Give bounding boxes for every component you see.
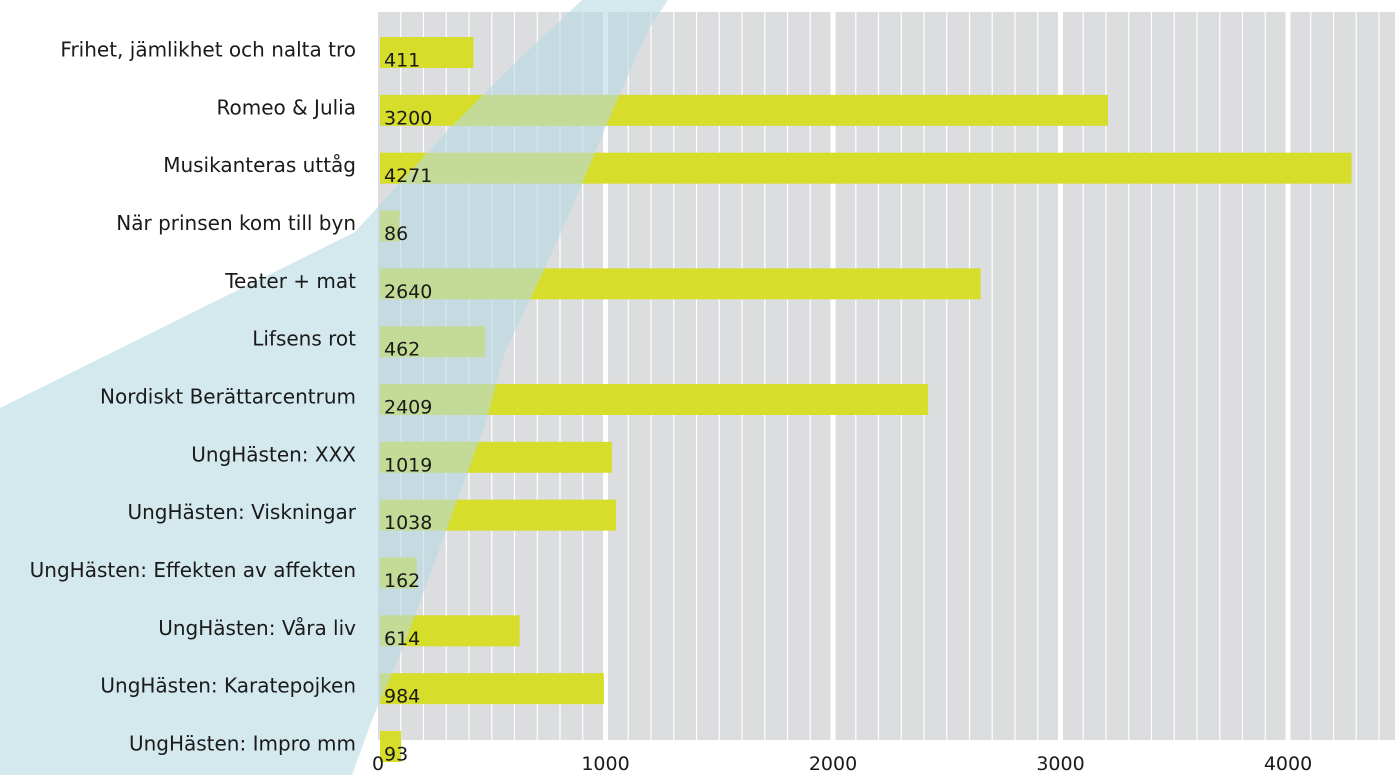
- category-label: Romeo & Julia: [216, 95, 356, 119]
- value-label: 411: [384, 50, 420, 72]
- x-tick-label: 4000: [1264, 753, 1312, 775]
- value-label: 1019: [384, 454, 432, 476]
- x-tick-label: 3000: [1036, 753, 1084, 775]
- value-label: 4271: [384, 165, 432, 187]
- category-label: Nordiskt Berättarcentrum: [100, 384, 356, 408]
- category-label: Frihet, jämlikhet och nalta tro: [60, 38, 356, 62]
- category-label: UngHästen: Viskningar: [127, 500, 356, 524]
- category-label: UngHästen: Impro mm: [129, 731, 356, 755]
- value-label: 86: [384, 223, 408, 245]
- value-label: 984: [384, 686, 420, 708]
- category-label: UngHästen: Våra liv: [158, 616, 356, 640]
- category-label: UngHästen: XXX: [191, 442, 356, 466]
- bar: [380, 730, 402, 762]
- value-label: 162: [384, 570, 420, 592]
- bar: [380, 673, 604, 705]
- value-label: 93: [384, 743, 408, 765]
- decorative-stripe: [0, 0, 668, 775]
- category-label: UngHästen: Effekten av affekten: [30, 558, 356, 582]
- category-label: Musikanteras uttåg: [163, 153, 356, 177]
- value-label: 462: [384, 339, 420, 361]
- value-label: 614: [384, 628, 420, 650]
- x-tick-label: 1000: [581, 753, 629, 775]
- x-tick-label: 2000: [809, 753, 857, 775]
- category-label: UngHästen: Karatepojken: [100, 674, 356, 698]
- value-label: 3200: [384, 107, 432, 129]
- category-label: När prinsen kom till byn: [116, 211, 356, 235]
- bar: [380, 37, 474, 68]
- category-label: Teater + mat: [224, 269, 356, 293]
- value-label: 2640: [384, 281, 432, 303]
- category-label: Lifsens rot: [252, 327, 356, 351]
- value-label: 2409: [384, 396, 432, 418]
- x-tick-label: 0: [372, 753, 384, 775]
- value-label: 1038: [384, 512, 432, 534]
